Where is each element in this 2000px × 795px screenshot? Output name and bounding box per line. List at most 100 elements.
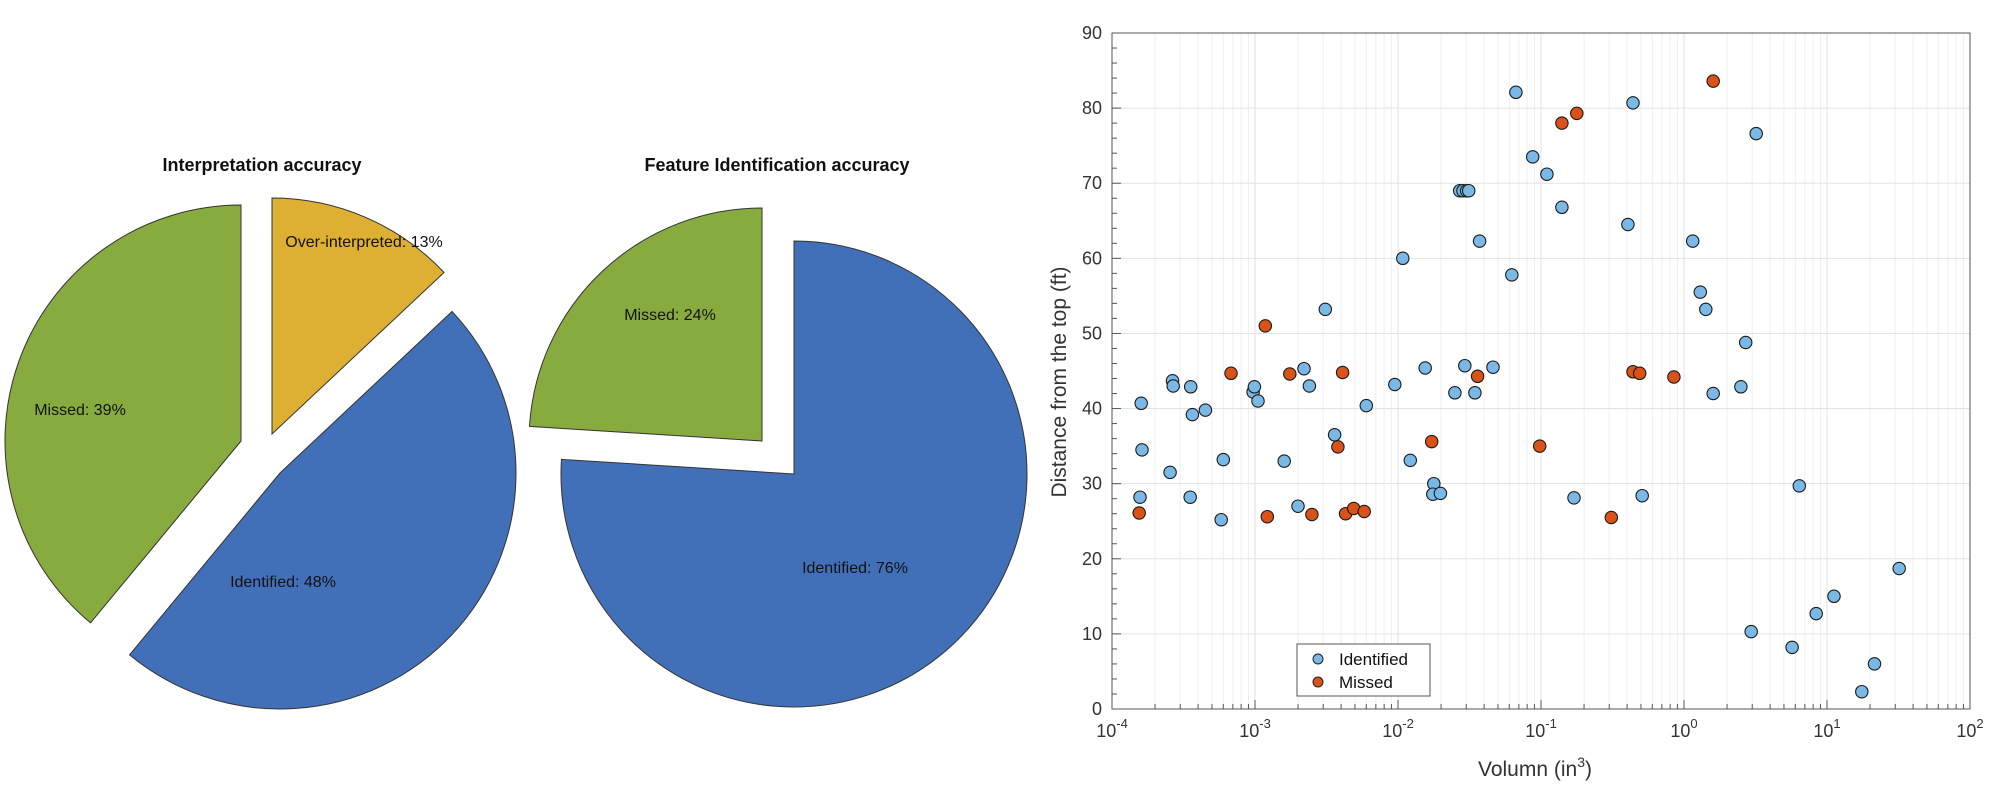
point-missed	[1470, 369, 1485, 384]
point-identified	[1867, 657, 1882, 671]
point-identified	[1448, 386, 1462, 400]
point-identified	[1183, 380, 1198, 394]
point-missed	[1357, 504, 1371, 519]
point-identified	[1626, 96, 1640, 110]
point-identified	[1734, 380, 1748, 394]
point-identified	[1297, 361, 1311, 376]
point-missed	[1335, 365, 1350, 380]
point-identified	[1277, 454, 1291, 468]
pie1-label-identified: Identified: 48%	[230, 574, 336, 591]
point-missed	[1706, 74, 1720, 88]
pie2-title: Feature Identification accuracy	[644, 155, 909, 175]
point-identified	[1183, 490, 1197, 504]
point-identified	[1472, 234, 1487, 248]
point-missed	[1260, 509, 1275, 524]
point-identified	[1396, 251, 1410, 266]
point-identified	[1185, 407, 1200, 422]
x-tick-label: 102	[1956, 716, 1983, 741]
point-identified	[1461, 183, 1476, 198]
feature-identification-accuracy-pie: Feature Identification accuracy Identifi…	[528, 155, 1028, 708]
y-tick-label: 0	[1092, 699, 1102, 719]
point-identified	[1785, 640, 1799, 655]
point-identified	[1302, 379, 1317, 393]
point-identified	[1403, 453, 1418, 468]
point-identified	[1792, 479, 1807, 493]
point-missed	[1632, 366, 1647, 381]
y-tick-label: 20	[1082, 549, 1102, 569]
legend-marker-identified	[1312, 653, 1324, 665]
x-tick-label: 10-3	[1239, 716, 1271, 741]
point-missed	[1555, 116, 1569, 130]
legend: Identified Missed	[1296, 643, 1431, 697]
point-missed	[1224, 366, 1238, 381]
x-tick-label: 10-1	[1525, 716, 1557, 741]
point-identified	[1749, 126, 1763, 141]
point-identified	[1318, 302, 1333, 317]
y-tick-labels: 0 10 20 30 40 50 60 70 80 90	[1082, 23, 1102, 719]
scatter-points	[1132, 74, 1906, 699]
y-tick-label: 60	[1082, 248, 1102, 268]
point-missed	[1305, 507, 1319, 522]
x-tick-label: 10-4	[1096, 716, 1128, 741]
point-identified	[1706, 386, 1720, 401]
y-tick-label: 80	[1082, 98, 1102, 118]
point-identified	[1247, 380, 1262, 394]
y-axis-label: Distance from the top (ft)	[1048, 266, 1071, 497]
x-tick-labels: 10-4 10-3 10-2 10-1 100 101 102	[1096, 716, 1983, 741]
interpretation-accuracy-pie: Interpretation accuracy Identified: 48% …	[4, 155, 517, 710]
point-identified	[1540, 167, 1554, 181]
point-missed	[1258, 319, 1273, 333]
legend-marker-missed	[1312, 676, 1324, 688]
point-identified	[1327, 428, 1342, 442]
pie1-slice-over-interpreted	[271, 197, 445, 436]
pie2-slice-missed	[528, 207, 763, 442]
point-missed	[1132, 506, 1146, 520]
pie1-slice-identified	[128, 310, 517, 710]
pie1-label-over-interpreted: Over-interpreted: 13%	[285, 234, 442, 251]
x-tick-label: 100	[1670, 716, 1697, 741]
point-identified	[1855, 684, 1869, 699]
point-identified	[1166, 379, 1180, 393]
point-identified	[1567, 491, 1581, 505]
grid-minor-lines	[1154, 33, 1964, 709]
point-identified	[1635, 488, 1649, 503]
point-identified	[1505, 268, 1519, 282]
point-identified	[1418, 361, 1432, 375]
point-identified	[1827, 589, 1841, 604]
y-tick-label: 50	[1082, 323, 1102, 343]
point-identified	[1685, 234, 1700, 248]
y-tick-label: 10	[1082, 624, 1102, 644]
point-identified	[1699, 302, 1713, 317]
x-tick-label: 10-2	[1382, 716, 1414, 741]
point-missed	[1532, 439, 1547, 453]
point-identified	[1214, 512, 1228, 527]
point-identified	[1198, 403, 1213, 417]
point-missed	[1424, 434, 1439, 449]
pie1-title: Interpretation accuracy	[162, 155, 361, 175]
legend-label-identified: Identified	[1339, 650, 1408, 669]
legend-label-missed: Missed	[1339, 673, 1393, 692]
point-identified	[1458, 358, 1472, 373]
point-identified	[1892, 561, 1906, 576]
point-missed	[1331, 440, 1345, 454]
y-tick-label: 70	[1082, 173, 1102, 193]
point-identified	[1693, 285, 1708, 299]
point-identified	[1251, 394, 1265, 408]
point-identified	[1555, 200, 1569, 215]
point-identified	[1135, 443, 1149, 457]
axis-ticks	[1111, 32, 1971, 710]
x-axis-label: Volumn (in3)	[1478, 754, 1592, 781]
point-identified	[1486, 360, 1500, 374]
point-identified	[1525, 150, 1540, 164]
pie2-label-identified: Identified: 76%	[802, 560, 908, 577]
point-identified	[1388, 377, 1402, 392]
point-missed	[1604, 510, 1619, 525]
point-identified	[1809, 606, 1823, 621]
pie1-slice-missed	[4, 204, 242, 624]
point-identified	[1359, 398, 1374, 413]
point-identified	[1744, 624, 1758, 639]
pie1-label-missed: Missed: 39%	[34, 402, 126, 419]
point-identified	[1134, 396, 1148, 411]
